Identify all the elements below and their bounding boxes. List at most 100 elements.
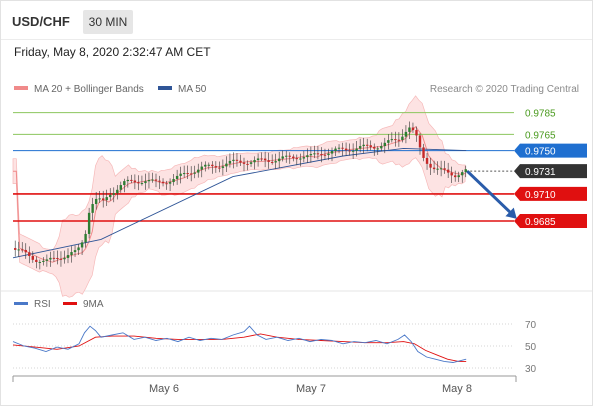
candle	[179, 173, 182, 176]
candle	[341, 147, 344, 149]
symbol-title: USD/CHF	[12, 14, 70, 29]
x-tick-label: May 7	[296, 383, 326, 395]
candle	[228, 160, 232, 164]
level-label: 0.9731	[525, 167, 556, 178]
level-tag	[514, 164, 587, 179]
candle	[454, 175, 457, 178]
candle	[17, 249, 20, 251]
candle	[348, 150, 351, 152]
candle	[52, 257, 56, 259]
candle	[320, 153, 323, 155]
candle	[302, 157, 306, 159]
candle	[197, 169, 200, 173]
candle	[21, 249, 24, 251]
candle	[59, 258, 63, 260]
candle	[344, 148, 348, 151]
candle	[281, 156, 284, 159]
candle	[232, 159, 235, 161]
candle	[119, 185, 122, 190]
legend-item-bollinger: MA 20 + Bollinger Bands	[14, 84, 144, 95]
candle	[401, 136, 404, 140]
candle	[35, 259, 38, 263]
forecast-arrowhead	[505, 207, 517, 219]
candle	[239, 160, 242, 163]
candle	[383, 142, 386, 147]
candle	[28, 252, 31, 257]
candle	[299, 158, 302, 160]
candle	[31, 256, 34, 260]
rsi-ma-line	[12, 333, 467, 362]
candle	[49, 257, 52, 260]
candle	[376, 148, 379, 150]
candle	[387, 140, 390, 143]
candle	[190, 173, 193, 175]
candle	[147, 180, 151, 182]
candle	[140, 183, 144, 185]
candle	[327, 153, 330, 156]
forecast-arrow	[466, 170, 514, 216]
candle	[168, 182, 172, 184]
candle	[80, 242, 84, 248]
candle	[161, 181, 165, 184]
candle	[295, 158, 298, 160]
candle	[182, 173, 186, 175]
candle	[351, 150, 355, 152]
timeframe-button[interactable]: 30 MIN	[83, 10, 133, 34]
candle	[154, 179, 158, 181]
level-tag	[514, 214, 587, 228]
candle	[263, 158, 267, 161]
candle	[366, 144, 369, 146]
legend-label: MA 20 + Bollinger Bands	[34, 84, 144, 95]
bollinger-band	[12, 95, 466, 298]
candle	[207, 164, 210, 166]
level-label: 0.9685	[525, 217, 556, 228]
candle	[158, 180, 161, 182]
candle	[116, 189, 119, 194]
candle	[404, 131, 408, 137]
candle	[260, 158, 263, 160]
level-tag	[514, 143, 587, 158]
x-tick-label: May 8	[442, 383, 472, 395]
candle	[102, 198, 105, 201]
candle	[380, 146, 383, 149]
candle	[218, 167, 221, 169]
candle	[211, 164, 214, 167]
ma50-line	[12, 147, 467, 259]
candle	[443, 168, 446, 170]
timestamp: Friday, May 8, 2020 2:32:47 AM CET	[14, 45, 211, 59]
candle	[94, 198, 98, 205]
rsi-ma-legend-label: 9MA	[83, 299, 104, 310]
candle	[432, 167, 436, 170]
candle	[126, 179, 130, 182]
swatch-icon	[14, 86, 28, 91]
candle	[457, 175, 460, 178]
candle	[204, 164, 207, 167]
candle	[439, 168, 443, 170]
candle	[70, 252, 73, 256]
candle	[165, 183, 168, 185]
candle	[278, 158, 281, 162]
rsi-line	[12, 325, 467, 363]
candle	[288, 155, 291, 157]
level-label: 0.9710	[525, 190, 556, 201]
candle	[235, 159, 239, 161]
candle	[84, 233, 87, 243]
candle	[313, 153, 316, 155]
candle	[144, 181, 147, 184]
candle	[270, 161, 274, 163]
level-label: 0.9765	[525, 130, 556, 141]
candle	[267, 160, 270, 162]
candle	[24, 249, 27, 253]
candle	[193, 172, 196, 174]
candle	[408, 127, 411, 132]
candle	[450, 172, 453, 176]
candle	[246, 163, 249, 165]
candle	[225, 163, 228, 167]
candle	[306, 155, 309, 158]
candle	[73, 250, 77, 253]
candle	[253, 160, 256, 163]
rsi-legend-label: RSI	[34, 299, 51, 310]
candle	[172, 179, 175, 183]
candle	[369, 145, 372, 147]
candle	[355, 148, 358, 151]
